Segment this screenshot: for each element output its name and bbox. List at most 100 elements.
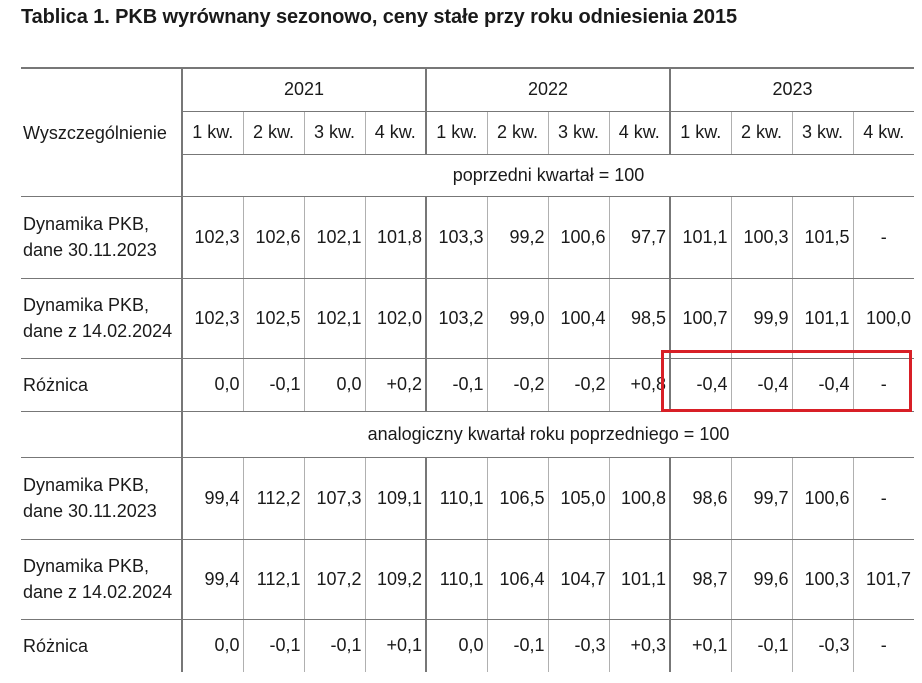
table-cell: 99,6 bbox=[730, 539, 792, 620]
quarter-header: 4 kw. bbox=[608, 111, 670, 155]
table-cell: 100,4 bbox=[547, 278, 609, 359]
table-cell: 109,2 bbox=[364, 539, 426, 620]
table-cell: 99,0 bbox=[486, 278, 548, 359]
table-cell: 102,0 bbox=[364, 278, 426, 359]
table-cell: +0,2 bbox=[364, 358, 426, 412]
table-cell: +0,1 bbox=[364, 619, 426, 672]
quarter-header: 1 kw. bbox=[669, 111, 731, 155]
table-cell: 102,3 bbox=[181, 196, 243, 279]
table-cell: - bbox=[852, 196, 914, 279]
table-cell: 100,8 bbox=[608, 457, 670, 540]
gdp-table: Wyszczególnienie 2021 2022 2023 1 kw. 2 kw. 3 … bbox=[21, 67, 914, 672]
table-cell: 97,7 bbox=[608, 196, 670, 279]
row-label-line1: Dynamika PKB, bbox=[23, 556, 150, 576]
table-cell: -0,2 bbox=[547, 358, 609, 412]
table-cell: -0,4 bbox=[669, 358, 731, 412]
table-cell: +0,1 bbox=[669, 619, 731, 672]
quarter-header: 2 kw. bbox=[486, 111, 548, 155]
table-cell: 107,3 bbox=[303, 457, 365, 540]
table-cell: 112,1 bbox=[242, 539, 304, 620]
table-cell: 102,1 bbox=[303, 196, 365, 279]
table-cell: 100,3 bbox=[730, 196, 792, 279]
table-cell: 98,6 bbox=[669, 457, 731, 540]
table-cell: -0,1 bbox=[486, 619, 548, 672]
table-cell: 101,7 bbox=[852, 539, 914, 620]
table-cell: 104,7 bbox=[547, 539, 609, 620]
table-cell: 100,7 bbox=[669, 278, 731, 359]
year-header: 2023 bbox=[669, 67, 914, 112]
table-cell: 100,0 bbox=[852, 278, 914, 359]
table-cell: 103,3 bbox=[425, 196, 487, 279]
table-cell: -0,4 bbox=[791, 358, 853, 412]
table-cell: 109,1 bbox=[364, 457, 426, 540]
row-label: Dynamika PKB, dane z 14.02.2024 bbox=[21, 278, 182, 359]
table-cell: +0,3 bbox=[608, 619, 670, 672]
row-label-line1: Dynamika PKB, bbox=[23, 295, 150, 315]
unit-row-blank bbox=[21, 154, 182, 197]
year-header: 2021 bbox=[181, 67, 426, 112]
table-cell: 99,9 bbox=[730, 278, 792, 359]
table-cell: 99,4 bbox=[181, 539, 243, 620]
row-label: Dynamika PKB, dane 30.11.2023 bbox=[21, 457, 182, 540]
table-cell: -0,1 bbox=[303, 619, 365, 672]
table-cell: 98,7 bbox=[669, 539, 731, 620]
table-cell: -0,1 bbox=[242, 358, 304, 412]
table-cell: 98,5 bbox=[608, 278, 670, 359]
row-label-line1: Różnica bbox=[23, 374, 89, 395]
table-cell: 101,1 bbox=[791, 278, 853, 359]
year-header: 2022 bbox=[425, 67, 670, 112]
row-label: Różnica bbox=[21, 358, 182, 412]
table-cell: 112,2 bbox=[242, 457, 304, 540]
table-title: Tablica 1. PKB wyrównany sezonowo, ceny … bbox=[21, 6, 738, 28]
table-cell: 100,6 bbox=[547, 196, 609, 279]
table-cell: 0,0 bbox=[425, 619, 487, 672]
quarter-header: 2 kw. bbox=[242, 111, 304, 155]
table-cell: -0,1 bbox=[730, 619, 792, 672]
quarter-header-row: 1 kw. 2 kw. 3 kw. 4 kw. 1 kw. 2 kw. 3 kw. 4 kw.… bbox=[21, 111, 914, 155]
quarter-header: 1 kw. bbox=[425, 111, 487, 155]
table-row: Różnica 0,0 -0,1 -0,1 +0,1 0,0 -0,1 -0,3 +0,3 +0,… bbox=[21, 619, 914, 672]
table-cell: -0,3 bbox=[791, 619, 853, 672]
table-cell: 101,1 bbox=[608, 539, 670, 620]
row-label-line2: dane z 14.02.2024 bbox=[23, 321, 173, 341]
table-cell: - bbox=[852, 457, 914, 540]
unit-row-blank bbox=[21, 411, 182, 458]
quarter-header: 3 kw. bbox=[791, 111, 853, 155]
table-cell: 99,4 bbox=[181, 457, 243, 540]
table-row: Dynamika PKB, dane z 14.02.2024 99,4 112,1 1… bbox=[21, 539, 914, 620]
unit-label: poprzedni kwartał = 100 bbox=[181, 154, 914, 197]
quarter-header: 2 kw. bbox=[730, 111, 792, 155]
table-cell: - bbox=[852, 619, 914, 672]
table-cell: -0,4 bbox=[730, 358, 792, 412]
table-cell: 0,0 bbox=[181, 358, 243, 412]
table-cell: -0,2 bbox=[486, 358, 548, 412]
table-cell: 101,1 bbox=[669, 196, 731, 279]
table-cell: 99,7 bbox=[730, 457, 792, 540]
year-header-row: Wyszczególnienie 2021 2022 2023 bbox=[21, 67, 914, 154]
table-cell: 100,3 bbox=[791, 539, 853, 620]
table-cell: - bbox=[852, 358, 914, 412]
table-cell: 107,2 bbox=[303, 539, 365, 620]
table-row: Dynamika PKB, dane 30.11.2023 102,3 102,6 10… bbox=[21, 196, 914, 279]
unit-row: poprzedni kwartał = 100 bbox=[21, 154, 914, 197]
row-label: Dynamika PKB, dane 30.11.2023 bbox=[21, 196, 182, 279]
table-cell: 101,8 bbox=[364, 196, 426, 279]
table-cell: -0,3 bbox=[547, 619, 609, 672]
table-cell: 102,6 bbox=[242, 196, 304, 279]
unit-label: analogiczny kwartał roku poprzedniego = … bbox=[181, 411, 914, 458]
table-cell: -0,1 bbox=[425, 358, 487, 412]
table-cell: 0,0 bbox=[181, 619, 243, 672]
table-cell: 110,1 bbox=[425, 457, 487, 540]
table-row: Różnica 0,0 -0,1 0,0 +0,2 -0,1 -0,2 -0,2 +0,8 -0,… bbox=[21, 358, 914, 412]
table-cell: 102,3 bbox=[181, 278, 243, 359]
row-label-line2: dane z 14.02.2024 bbox=[23, 582, 173, 602]
table-cell: 0,0 bbox=[303, 358, 365, 412]
table-cell: +0,8 bbox=[608, 358, 670, 412]
row-label-line2: dane 30.11.2023 bbox=[23, 240, 157, 260]
table-cell: 110,1 bbox=[425, 539, 487, 620]
table-row: Dynamika PKB, dane 30.11.2023 99,4 112,2 107… bbox=[21, 457, 914, 540]
table-cell: 102,5 bbox=[242, 278, 304, 359]
table-cell: 106,4 bbox=[486, 539, 548, 620]
table-cell: 101,5 bbox=[791, 196, 853, 279]
row-label-line1: Dynamika PKB, bbox=[23, 214, 150, 234]
